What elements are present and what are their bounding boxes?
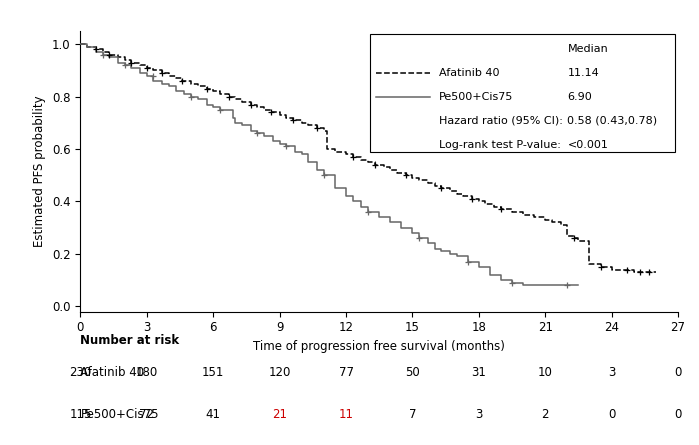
Text: 10: 10 — [538, 366, 553, 380]
Text: Log-rank test P-value:: Log-rank test P-value: — [439, 140, 561, 150]
Text: Median: Median — [568, 44, 608, 54]
Text: <0.001: <0.001 — [568, 140, 608, 150]
Text: 41: 41 — [206, 409, 221, 421]
Text: 7: 7 — [409, 409, 416, 421]
X-axis label: Time of progression free survival (months): Time of progression free survival (month… — [253, 340, 505, 353]
Text: 0: 0 — [675, 409, 682, 421]
Text: 77: 77 — [338, 366, 354, 380]
Text: Afatinib 40: Afatinib 40 — [439, 68, 500, 78]
Text: 50: 50 — [405, 366, 420, 380]
Text: 21: 21 — [272, 409, 287, 421]
Text: 0.58 (0.43,0.78): 0.58 (0.43,0.78) — [568, 116, 658, 126]
Text: Afatinib 40: Afatinib 40 — [80, 366, 145, 380]
Text: Pe500+Cis75: Pe500+Cis75 — [80, 409, 159, 421]
Text: 11: 11 — [338, 409, 354, 421]
Text: 11.14: 11.14 — [568, 68, 599, 78]
Text: 31: 31 — [471, 366, 487, 380]
Text: 0: 0 — [608, 409, 615, 421]
Text: 0: 0 — [675, 366, 682, 380]
Text: 230: 230 — [69, 366, 92, 380]
Text: Number at risk: Number at risk — [80, 335, 180, 348]
Text: 6.90: 6.90 — [568, 92, 592, 102]
Text: Hazard ratio (95% CI):: Hazard ratio (95% CI): — [439, 116, 563, 126]
Text: 151: 151 — [202, 366, 224, 380]
Text: 2: 2 — [542, 409, 549, 421]
Text: 3: 3 — [475, 409, 482, 421]
Text: 72: 72 — [139, 409, 154, 421]
Y-axis label: Estimated PFS probability: Estimated PFS probability — [34, 96, 46, 247]
Bar — [370, 34, 675, 152]
Text: 115: 115 — [69, 409, 92, 421]
Text: 3: 3 — [608, 366, 615, 380]
Text: Pe500+Cis75: Pe500+Cis75 — [439, 92, 513, 102]
Text: 120: 120 — [268, 366, 291, 380]
Text: 180: 180 — [136, 366, 158, 380]
